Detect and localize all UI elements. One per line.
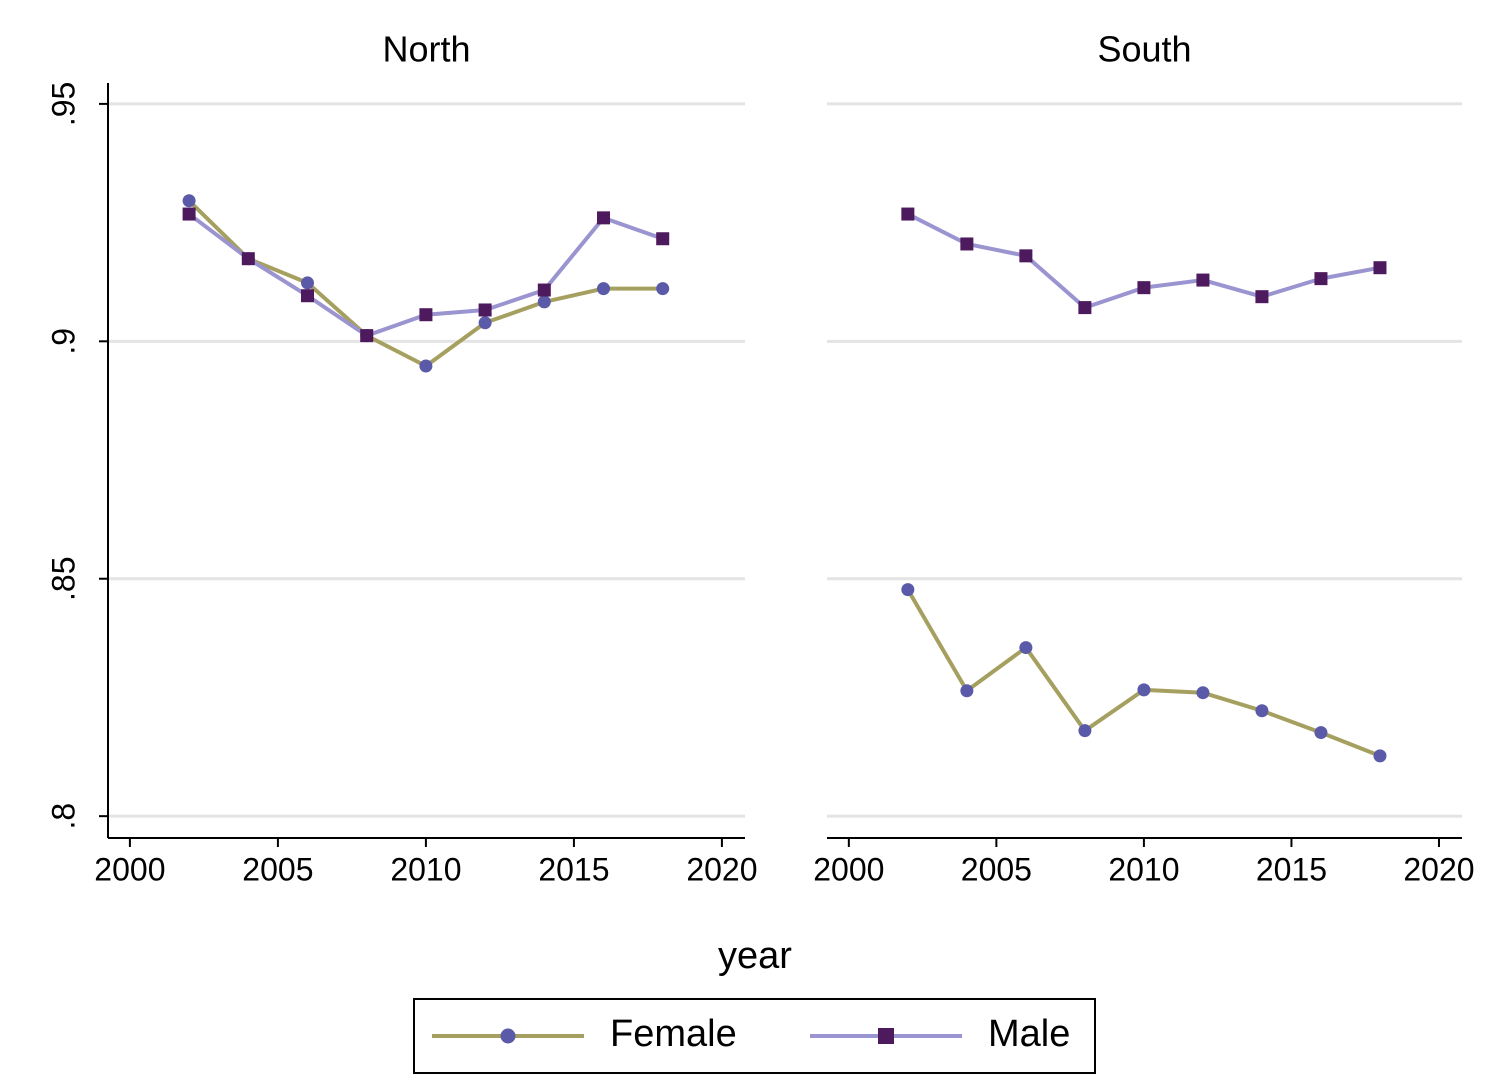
marker bbox=[1255, 704, 1269, 718]
marker bbox=[1019, 641, 1033, 655]
marker bbox=[901, 583, 915, 597]
marker bbox=[537, 283, 551, 297]
y-tick-label: .85 bbox=[45, 556, 81, 600]
marker bbox=[1078, 301, 1092, 315]
y-tick-label: .9 bbox=[45, 328, 81, 355]
x-tick-label: 2005 bbox=[961, 851, 1032, 887]
marker bbox=[656, 282, 670, 296]
marker bbox=[241, 252, 255, 266]
marker bbox=[1314, 272, 1328, 286]
x-tick-label: 2020 bbox=[686, 851, 757, 887]
marker bbox=[419, 359, 433, 373]
marker bbox=[597, 282, 611, 296]
marker bbox=[478, 316, 492, 330]
panel-title: South bbox=[1097, 29, 1191, 70]
x-tick-label: 2015 bbox=[1256, 851, 1327, 887]
x-tick-label: 2005 bbox=[242, 851, 313, 887]
marker bbox=[1255, 290, 1269, 304]
marker bbox=[1373, 749, 1387, 763]
marker bbox=[1137, 281, 1151, 295]
y-tick-label: .95 bbox=[45, 82, 81, 126]
marker bbox=[360, 329, 374, 343]
panel-title: North bbox=[382, 29, 470, 70]
marker bbox=[419, 308, 433, 322]
marker bbox=[301, 276, 315, 290]
x-tick-label: 2010 bbox=[390, 851, 461, 887]
marker bbox=[1373, 261, 1387, 275]
legend-marker bbox=[878, 1028, 894, 1044]
marker bbox=[182, 207, 196, 221]
marker bbox=[1196, 273, 1210, 287]
marker bbox=[960, 684, 974, 698]
marker bbox=[1196, 686, 1210, 700]
marker bbox=[182, 194, 196, 208]
y-tick-label: .8 bbox=[45, 803, 81, 830]
legend-box bbox=[413, 998, 1096, 1074]
x-tick-label: 2015 bbox=[538, 851, 609, 887]
legend-label: Female bbox=[610, 1013, 737, 1055]
marker bbox=[597, 211, 611, 225]
marker bbox=[1137, 683, 1151, 697]
marker bbox=[301, 289, 315, 303]
legend-marker bbox=[500, 1028, 516, 1044]
marker bbox=[901, 207, 915, 221]
marker bbox=[656, 232, 670, 246]
marker bbox=[1314, 726, 1328, 740]
x-tick-label: 2010 bbox=[1108, 851, 1179, 887]
marker bbox=[478, 303, 492, 317]
x-tick-label: 2000 bbox=[94, 851, 165, 887]
marker bbox=[1078, 724, 1092, 738]
marker bbox=[960, 237, 974, 251]
x-tick-label: 2020 bbox=[1403, 851, 1474, 887]
x-tick-label: 2000 bbox=[813, 851, 884, 887]
marker bbox=[537, 295, 551, 309]
x-axis-label: year bbox=[718, 935, 792, 977]
legend-label: Male bbox=[988, 1013, 1070, 1055]
marker bbox=[1019, 249, 1033, 263]
